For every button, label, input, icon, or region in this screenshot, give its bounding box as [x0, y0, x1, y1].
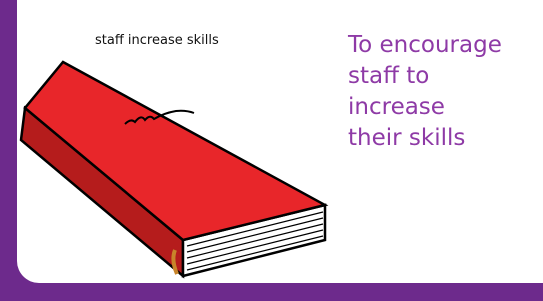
message: To encourage staff to increase their ski…	[348, 30, 502, 154]
card: staff increase skills To encourage staff…	[17, 0, 543, 283]
page: staff increase skills To encourage staff…	[0, 0, 543, 301]
message-line: staff to	[348, 61, 502, 92]
book-illustration	[17, 0, 347, 283]
message-line: To encourage	[348, 30, 502, 61]
message-line: their skills	[348, 123, 502, 154]
message-line: increase	[348, 92, 502, 123]
